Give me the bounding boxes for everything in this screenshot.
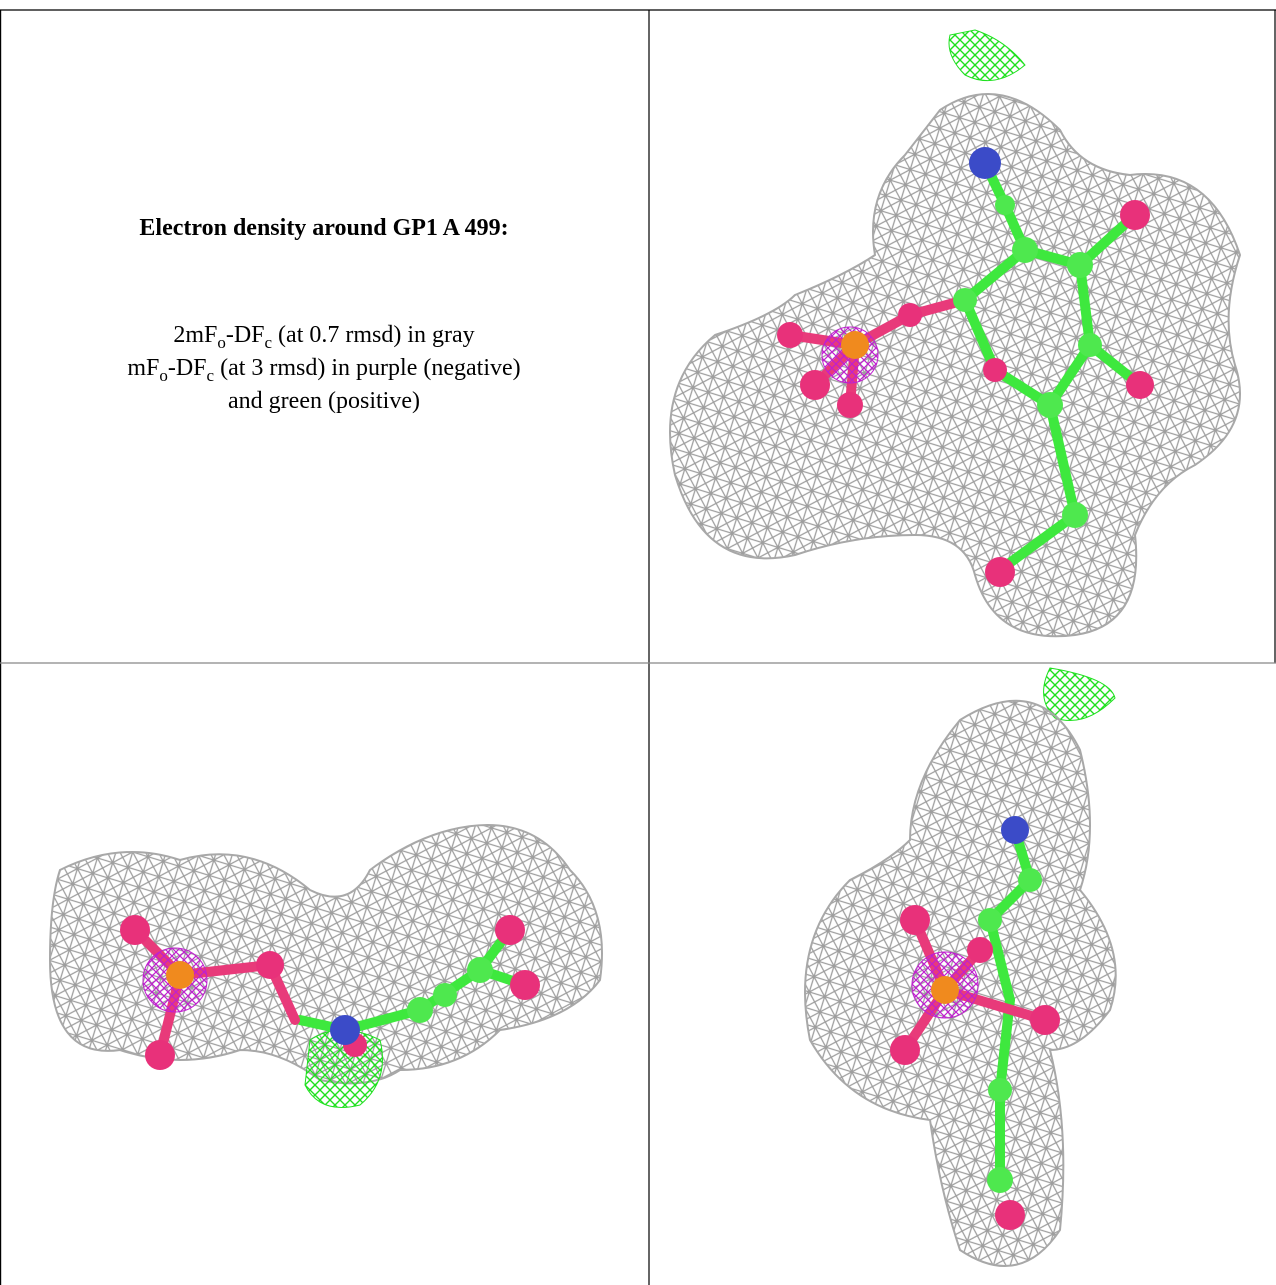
view-bottom-left <box>48 824 603 1108</box>
caption-title: Electron density around GP1 A 499: <box>139 215 509 241</box>
view-bottom-right <box>804 667 1117 1267</box>
caption-line: mFo-DFc (at 3 rmsd) in purple (negative) <box>0 355 648 386</box>
text-run: 2mF <box>173 322 218 348</box>
text-run: (at 3 rmsd) in purple (negative) <box>214 355 521 381</box>
caption-line: and green (positive) <box>0 388 648 415</box>
subscript: o <box>159 365 168 385</box>
caption-line: 2mFo-DFc (at 0.7 rmsd) in gray <box>0 322 648 353</box>
text-run: and green (positive) <box>228 388 420 414</box>
text-run: (at 0.7 rmsd) in gray <box>272 322 475 348</box>
subscript: c <box>206 365 215 385</box>
table-borders <box>0 9 1276 1285</box>
view-top-right <box>669 29 1242 638</box>
subscript: o <box>217 332 226 352</box>
text-run: -DF <box>167 355 207 381</box>
subscript: c <box>264 332 273 352</box>
text-run: -DF <box>225 322 265 348</box>
text-run: mF <box>127 355 160 381</box>
